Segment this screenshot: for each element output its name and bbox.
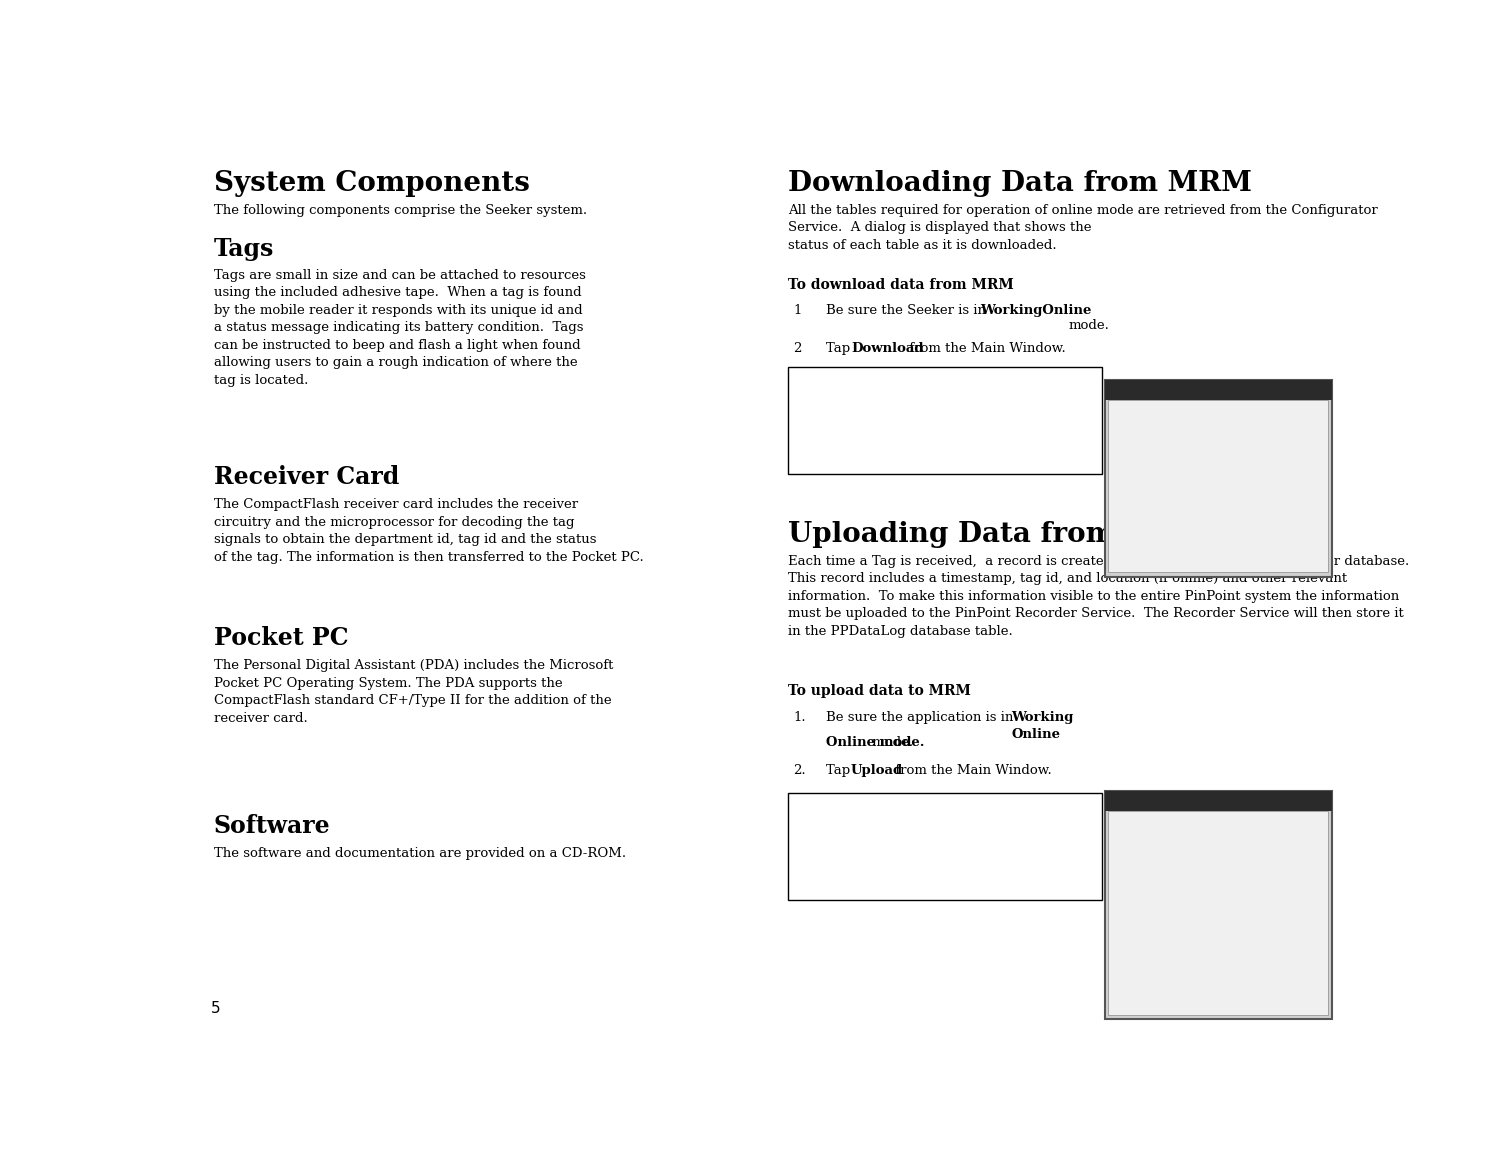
Text: System Components: System Components — [213, 171, 529, 197]
Text: Upload: Upload — [851, 764, 903, 777]
Text: Upload complete...: Upload complete... — [1112, 863, 1192, 872]
FancyBboxPatch shape — [788, 367, 1102, 474]
Text: Uploading data to service: Uploading data to service — [1112, 815, 1229, 825]
Text: Retrieving tag values...: Retrieving tag values... — [1112, 437, 1210, 447]
Text: Software: Software — [213, 813, 331, 838]
Text: 5:12 ok: 5:12 ok — [1294, 379, 1326, 389]
Text: To download data from MRM: To download data from MRM — [788, 277, 1013, 291]
Text: Downloading data from service: Downloading data from service — [1112, 405, 1255, 413]
Text: HELPFUL HINTS: HELPFUL HINTS — [827, 802, 948, 815]
Text: from the Main Window.: from the Main Window. — [905, 342, 1066, 355]
Text: 2.: 2. — [794, 764, 806, 777]
FancyBboxPatch shape — [1105, 791, 1332, 1018]
Text: 8:49 ok: 8:49 ok — [1294, 790, 1326, 799]
Text: mode.: mode. — [1069, 304, 1109, 333]
Text: ✓: ✓ — [797, 375, 818, 398]
Text: Be sure the Seeker is in: Be sure the Seeker is in — [827, 304, 990, 318]
Text: from the Main Window.: from the Main Window. — [891, 764, 1052, 777]
Text: The PinPoint Services host name and
port must be entered in the Settings
Service: The PinPoint Services host name and port… — [827, 827, 1073, 878]
Text: Receiver Card: Receiver Card — [213, 465, 398, 490]
Text: The following components comprise the Seeker system.: The following components comprise the Se… — [213, 203, 586, 217]
Text: HELPFUL HINTS: HELPFUL HINTS — [827, 376, 948, 390]
FancyBboxPatch shape — [1105, 791, 1332, 811]
Text: 2: 2 — [794, 342, 803, 355]
Text: Connecting to service...: Connecting to service... — [1112, 422, 1213, 432]
Text: Tags: Tags — [213, 238, 274, 261]
Text: Sending history to recorder...: Sending history to recorder... — [1112, 848, 1240, 857]
Text: Each time a Tag is received,  a record is created in the History table in the Se: Each time a Tag is received, a record is… — [788, 554, 1408, 638]
Text: Retrieving ruleset values...: Retrieving ruleset values... — [1112, 452, 1226, 462]
Text: ✓: ✓ — [797, 800, 818, 824]
Text: The Personal Digital Assistant (PDA) includes the Microsoft
Pocket PC Operating : The Personal Digital Assistant (PDA) inc… — [213, 659, 613, 725]
Text: The PinPoint Services host name and
port must be entered in the Settings
Service: The PinPoint Services host name and port… — [827, 401, 1073, 452]
Text: Be sure the application is in: Be sure the application is in — [827, 711, 1018, 724]
Text: 18: 18 — [1312, 1001, 1332, 1016]
Text: Uploading Data from MRM: Uploading Data from MRM — [788, 521, 1208, 548]
Text: 5: 5 — [210, 1001, 221, 1016]
Text: 1.: 1. — [794, 711, 806, 724]
Text: Tags are small in size and can be attached to resources
using the included adhes: Tags are small in size and can be attach… — [213, 269, 585, 386]
Text: 1: 1 — [794, 304, 803, 318]
FancyBboxPatch shape — [788, 793, 1102, 900]
Text: WorkingOnline: WorkingOnline — [980, 304, 1091, 318]
Text: Download: Download — [851, 342, 923, 355]
Text: Tap: Tap — [827, 764, 855, 777]
FancyBboxPatch shape — [1108, 400, 1329, 572]
Text: Connecting to service...: Connecting to service... — [1112, 833, 1213, 842]
Text: Working
Online: Working Online — [1012, 711, 1073, 741]
Text: mode.: mode. — [867, 735, 912, 749]
Text: Retrieving location values...: Retrieving location values... — [1112, 467, 1229, 477]
Text: Upload: Upload — [1111, 790, 1145, 799]
Text: The CompactFlash receiver card includes the receiver
circuitry and the microproc: The CompactFlash receiver card includes … — [213, 499, 643, 564]
Text: All the tables required for operation of online mode are retrieved from the Conf: All the tables required for operation of… — [788, 203, 1378, 252]
FancyBboxPatch shape — [1105, 380, 1332, 577]
FancyBboxPatch shape — [1105, 380, 1332, 400]
Text: Pocket PC: Pocket PC — [213, 626, 349, 650]
Text: Download: Download — [1111, 379, 1160, 389]
Text: The software and documentation are provided on a CD-ROM.: The software and documentation are provi… — [213, 847, 625, 860]
Text: Downloading Data from MRM: Downloading Data from MRM — [788, 171, 1252, 197]
Text: Tap: Tap — [827, 342, 855, 355]
Text: Download complete...: Download complete... — [1112, 483, 1204, 492]
Text: To upload data to MRM: To upload data to MRM — [788, 684, 971, 698]
Text: Online mode.: Online mode. — [827, 735, 924, 749]
FancyBboxPatch shape — [1108, 811, 1329, 1015]
